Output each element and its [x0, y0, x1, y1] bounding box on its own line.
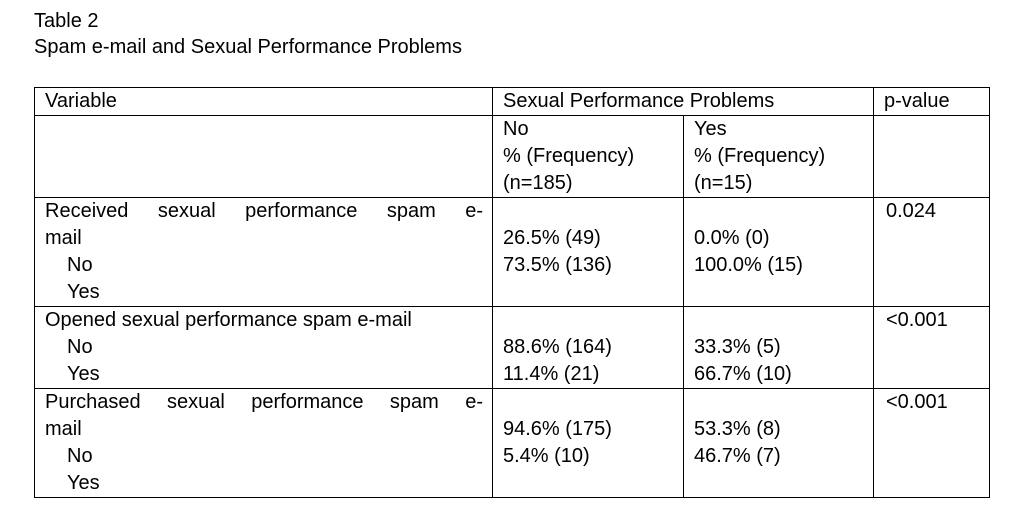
value-yes-yes: 66.7% (10) [694, 363, 792, 385]
variable-label-continued: mail [45, 418, 82, 440]
value-yes-no: 0.0% (0) [694, 227, 770, 249]
results-table: Variable Sexual Performance Problems p-v… [34, 87, 990, 498]
subheader-yes-label: Yes [694, 118, 727, 140]
level-yes: Yes [67, 281, 100, 303]
variable-cell: Purchased sexual performance spam e- mai… [34, 388, 493, 498]
subheader-yes-measure: % (Frequency) [694, 145, 826, 167]
table-row: Received sexual performance spam e- mail… [34, 197, 990, 307]
level-no: No [67, 336, 93, 358]
subheader-row: No % (Frequency) (n=185) Yes % (Frequenc… [34, 115, 990, 198]
variable-cell: Opened sexual performance spam e-mail No… [34, 306, 493, 389]
yes-column-cell: 53.3% (8) 46.7% (7) [683, 388, 874, 498]
pvalue-cell: 0.024 [873, 197, 990, 307]
subheader-pvalue-empty [873, 115, 990, 198]
value-no-yes: 11.4% (21) [503, 363, 600, 385]
yes-column-cell: 0.0% (0) 100.0% (15) [683, 197, 874, 307]
pvalue-cell: <0.001 [873, 388, 990, 498]
subheader-yes: Yes % (Frequency) (n=15) [683, 115, 874, 198]
no-column-cell: 26.5% (49) 73.5% (136) [492, 197, 684, 307]
value-no-yes: 73.5% (136) [503, 254, 612, 276]
table-caption: Table 2 Spam e-mail and Sexual Performan… [34, 8, 462, 60]
value-no-yes: 5.4% (10) [503, 445, 590, 467]
value-no-no: 94.6% (175) [503, 418, 612, 440]
header-row: Variable Sexual Performance Problems p-v… [34, 87, 990, 116]
value-yes-yes: 100.0% (15) [694, 254, 803, 276]
value-no-no: 88.6% (164) [503, 336, 612, 358]
no-column-cell: 88.6% (164) 11.4% (21) [492, 306, 684, 389]
variable-label: Purchased sexual performance spam e- [45, 391, 483, 413]
header-sexual-performance-problems: Sexual Performance Problems [492, 87, 874, 116]
variable-label: Opened sexual performance spam e-mail [45, 309, 412, 331]
variable-cell: Received sexual performance spam e- mail… [34, 197, 493, 307]
table-row: Purchased sexual performance spam e- mai… [34, 388, 990, 498]
value-yes-no: 33.3% (5) [694, 336, 781, 358]
table-title: Spam e-mail and Sexual Performance Probl… [34, 36, 462, 58]
header-variable: Variable [34, 87, 493, 116]
value-no-no: 26.5% (49) [503, 227, 601, 249]
table-row: Opened sexual performance spam e-mail No… [34, 306, 990, 389]
level-yes: Yes [67, 363, 100, 385]
subheader-no-label: No [503, 118, 529, 140]
variable-label: Received sexual performance spam e- [45, 200, 483, 222]
value-yes-no: 53.3% (8) [694, 418, 781, 440]
header-pvalue: p-value [873, 87, 990, 116]
variable-label-continued: mail [45, 227, 82, 249]
subheader-no-measure: % (Frequency) [503, 145, 635, 167]
no-column-cell: 94.6% (175) 5.4% (10) [492, 388, 684, 498]
level-no: No [67, 254, 93, 276]
subheader-empty [34, 115, 493, 198]
level-yes: Yes [67, 472, 100, 494]
yes-column-cell: 33.3% (5) 66.7% (10) [683, 306, 874, 389]
subheader-no-n: (n=185) [503, 172, 573, 194]
subheader-no: No % (Frequency) (n=185) [492, 115, 684, 198]
pvalue-cell: <0.001 [873, 306, 990, 389]
subheader-yes-n: (n=15) [694, 172, 753, 194]
level-no: No [67, 445, 93, 467]
table-number: Table 2 [34, 10, 99, 32]
value-yes-yes: 46.7% (7) [694, 445, 781, 467]
